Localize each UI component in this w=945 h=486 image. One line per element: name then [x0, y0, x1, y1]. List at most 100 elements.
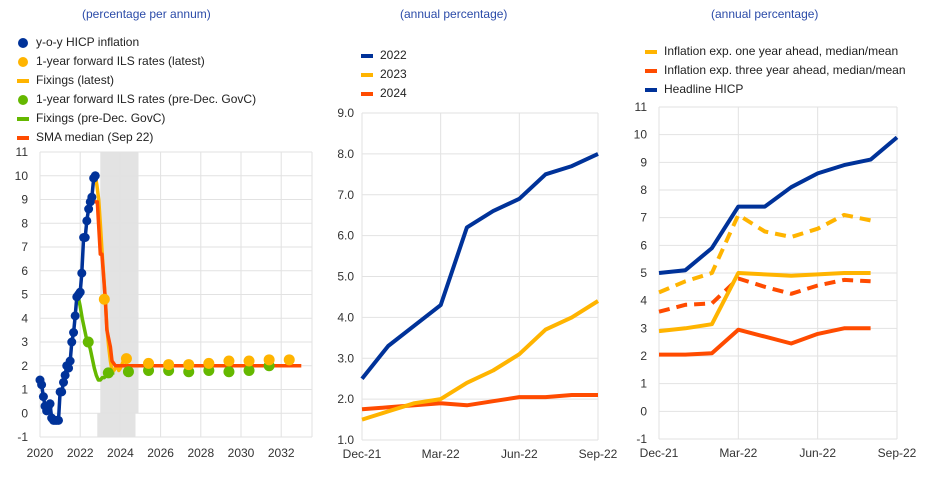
y-tick-label: 5 — [640, 266, 647, 280]
legend-marker-bar-icon — [16, 109, 30, 128]
data-point — [223, 355, 235, 367]
data-point — [37, 380, 47, 390]
legend-marker-bar-icon — [644, 42, 658, 61]
series-line — [659, 326, 871, 357]
data-point — [77, 268, 87, 278]
data-point — [70, 311, 80, 321]
data-point — [283, 354, 295, 366]
legend-marker-bar-icon — [16, 71, 30, 90]
x-tick-label: Dec-21 — [343, 447, 382, 461]
legend-marker-dot-icon — [16, 90, 30, 109]
chart2-plot: 1.0 2.0 3.0 4.0 5.0 6.0 7.0 8.0 9.0 Dec-21 Mar-22 J… — [337, 106, 618, 461]
y-tick-label: 9 — [21, 193, 28, 207]
chart3-plot: -1 0 1 2 3 4 5 6 7 8 9 10 11 Dec-21 Mar-22 Jun-22 Sep-22 — [634, 100, 917, 460]
chart2-subtitle: (annual percentage) — [400, 7, 508, 21]
y-tick-label: 4 — [21, 311, 28, 325]
chart3-subtitle: (annual percentage) — [711, 7, 819, 21]
y-tick-label: 3 — [640, 321, 647, 335]
data-point — [98, 293, 110, 305]
legend-marker-dot-icon — [16, 33, 30, 52]
data-point — [263, 354, 275, 366]
data-point — [38, 392, 48, 402]
y-tick-label: 9.0 — [337, 106, 354, 120]
data-point — [87, 192, 97, 202]
data-point — [122, 366, 134, 378]
x-tick-label: 2026 — [147, 446, 174, 460]
y-tick-label: 5.0 — [337, 270, 354, 284]
legend-marker-bar-icon — [644, 61, 658, 80]
y-tick-label: 9 — [640, 155, 647, 169]
x-tick-label: Mar-22 — [719, 446, 757, 460]
x-tick-label: Mar-22 — [422, 447, 460, 461]
data-point — [60, 370, 70, 380]
chart1-subtitle: (percentage per annum) — [82, 7, 211, 21]
legend-marker-bar-icon — [360, 65, 374, 84]
y-tick-label: 0 — [21, 406, 28, 420]
y-tick-label: 7 — [21, 240, 28, 254]
data-point — [53, 415, 63, 425]
data-point — [120, 353, 132, 365]
x-tick-label: Sep-22 — [579, 447, 618, 461]
data-point — [80, 233, 90, 242]
y-tick-label: 7 — [640, 211, 647, 225]
panel-consumer-expectations: (annual percentage) Inflation exp. one y… — [630, 0, 945, 486]
panel-ils-fixings: (percentage per annum) y-o-y HICP inflat… — [0, 0, 320, 486]
data-point — [102, 367, 114, 379]
x-tick-label: Sep-22 — [878, 446, 917, 460]
y-tick-label: 10 — [15, 169, 29, 183]
data-point — [69, 328, 79, 337]
data-point — [59, 377, 69, 387]
y-tick-label: 2 — [21, 359, 28, 373]
legend-marker-bar-icon — [360, 46, 374, 65]
y-tick-label: 8 — [21, 216, 28, 230]
data-point — [183, 359, 195, 371]
series-line — [361, 299, 600, 422]
y-tick-label: 4.0 — [337, 310, 354, 324]
data-point — [82, 336, 94, 348]
data-point — [243, 355, 255, 367]
y-tick-label: 1 — [21, 383, 28, 397]
x-tick-label: 2020 — [27, 446, 54, 460]
y-tick-label: 10 — [634, 128, 648, 142]
y-tick-label: 7.0 — [337, 188, 354, 202]
data-point — [82, 216, 92, 226]
y-tick-label: -1 — [636, 432, 647, 446]
x-tick-label: 2024 — [107, 446, 134, 460]
data-point — [65, 356, 75, 366]
series-line-dashed — [658, 212, 872, 295]
x-tick-label: Jun-22 — [799, 446, 836, 460]
legend-marker-dot-icon — [16, 52, 30, 71]
series-line — [658, 135, 899, 275]
data-point — [84, 204, 94, 214]
data-point — [67, 337, 77, 347]
panel-sma-forecasts: (annual percentage) 2022 2023 2024 1.0 2.… — [320, 0, 630, 486]
y-tick-label: 4 — [640, 294, 647, 308]
series-line — [360, 152, 599, 380]
shaded-range — [97, 413, 136, 437]
y-tick-label: 1.0 — [337, 433, 354, 447]
y-tick-label: 8.0 — [337, 147, 354, 161]
y-tick-label: 3.0 — [337, 351, 354, 365]
data-point — [75, 287, 85, 297]
y-tick-label: 2.0 — [337, 392, 354, 406]
legend-marker-bar-icon — [360, 84, 374, 103]
chart1-plot: -1 0 1 2 3 4 5 6 7 8 9 10 11 2020 2022 2024 2026 2028 2030… — [15, 145, 313, 460]
y-tick-label: 1 — [640, 377, 647, 391]
y-tick-label: 11 — [635, 100, 648, 114]
data-point — [243, 365, 255, 376]
y-tick-label: 3 — [21, 335, 28, 349]
legend-marker-bar-icon — [644, 80, 658, 99]
data-point — [90, 171, 100, 181]
x-tick-label: 2028 — [187, 446, 214, 460]
x-tick-label: 2032 — [268, 446, 295, 460]
x-tick-label: 2030 — [228, 446, 255, 460]
x-tick-label: Dec-21 — [640, 446, 679, 460]
series-line-dashed — [658, 276, 871, 314]
x-tick-label: Jun-22 — [501, 447, 538, 461]
data-point — [57, 387, 67, 397]
y-tick-label: 5 — [21, 288, 28, 302]
data-point — [45, 399, 55, 409]
y-tick-label: 6 — [21, 264, 28, 278]
data-point — [203, 357, 215, 369]
series-line — [658, 271, 871, 334]
